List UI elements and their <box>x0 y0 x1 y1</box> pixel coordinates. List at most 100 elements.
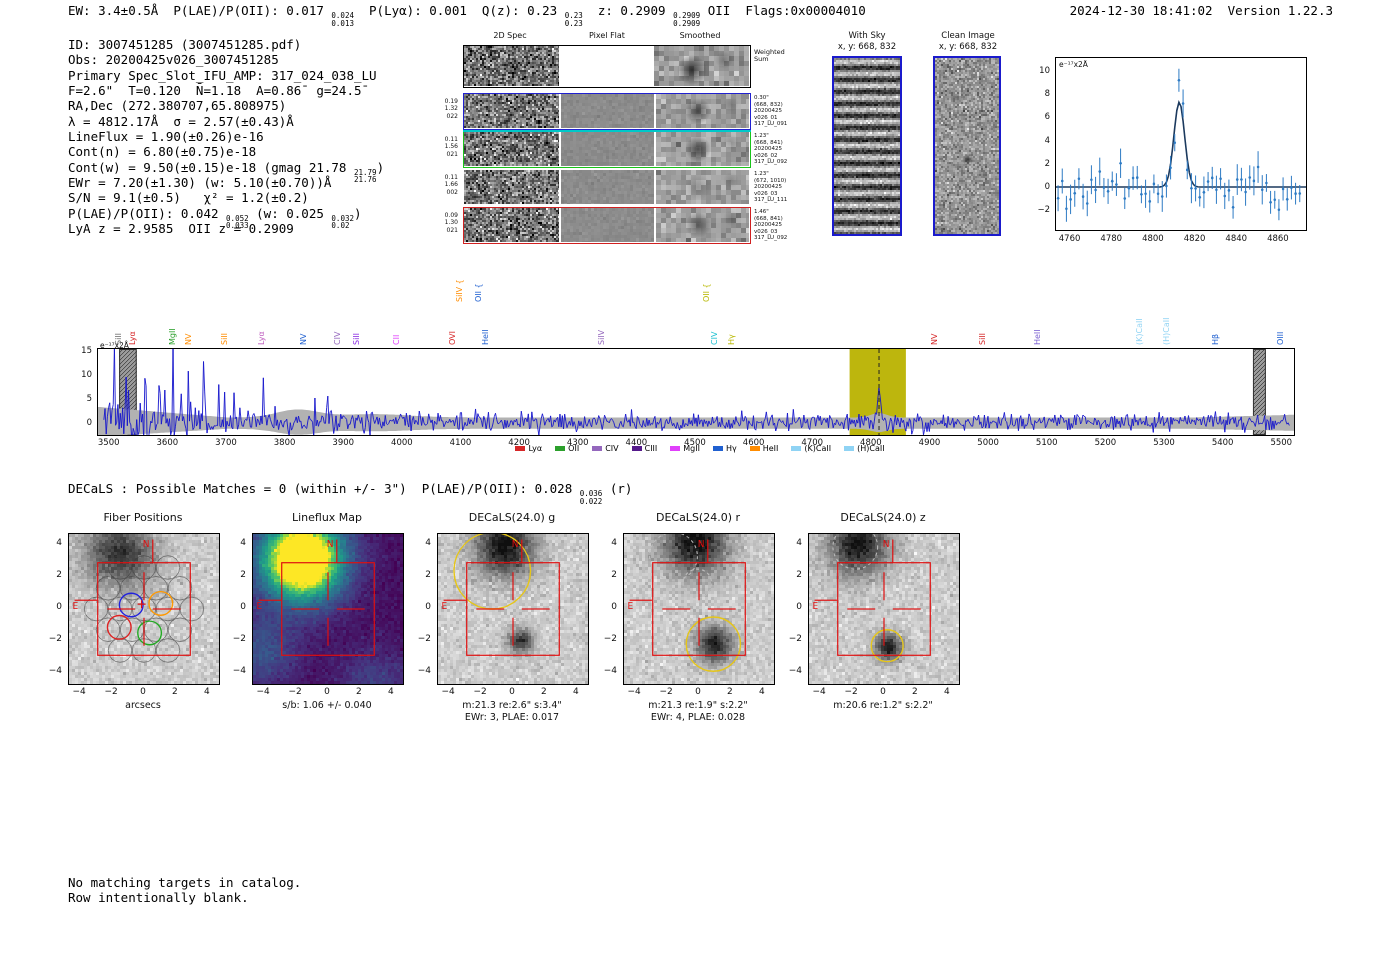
cutout-x-tick: 2 <box>912 687 918 697</box>
cutout-y-tick: 4 <box>56 538 62 549</box>
emission-line-label: SiII <box>978 332 988 345</box>
cutout-x-tick: 2 <box>356 687 362 697</box>
info-line: S/N = 9.1(±0.5) χ² = 1.2(±0.2) <box>68 190 384 205</box>
x-tick-label: 4400 <box>625 438 648 448</box>
emission-line-label: SiII <box>351 332 361 345</box>
cyan-divider <box>463 130 751 132</box>
cutout-x-tick: 0 <box>140 687 146 697</box>
cutout-y-tick: −2 <box>788 633 802 644</box>
x-tick-label: 3600 <box>156 438 179 448</box>
legend-swatch <box>555 446 566 451</box>
x-tick-label: 4200 <box>508 438 530 448</box>
cutout-y-tick: 4 <box>611 538 617 549</box>
decals-header: DECaLS : Possible Matches = 0 (within +/… <box>68 481 632 505</box>
legend-item: MgII <box>670 444 700 453</box>
smoothed-canvas <box>656 94 749 128</box>
emission-line-label: Lyα <box>128 331 138 345</box>
smoothed-canvas <box>654 46 749 86</box>
x-tick-label: 5400 <box>1211 438 1234 448</box>
spec2d-row <box>463 169 751 206</box>
cutout-canvas-gray <box>623 533 775 685</box>
stacked-uncertainty: 0.23 0.23 <box>564 11 583 28</box>
pixel-flat-canvas <box>561 132 654 166</box>
weighted-sum-label: Weighted Sum <box>754 48 785 63</box>
text-segment: ) <box>354 205 362 221</box>
stacked-uncertainty: 0.024 0.013 <box>331 11 354 28</box>
cutout-x-tick: −4 <box>72 687 86 697</box>
cutout-title: DECaLS(24.0) z <box>840 511 926 524</box>
legend-label: (H)CaII <box>857 444 885 453</box>
cutout-y-tick: 2 <box>56 570 62 581</box>
text-segment: DECaLS : Possible Matches = 0 (within +/… <box>68 481 580 496</box>
with-sky-coords: x, y: 668, 832 <box>837 42 897 52</box>
cutout-y-tick: 4 <box>240 538 246 549</box>
text-segment: (r) <box>602 481 633 496</box>
cutout-canvas-viridis <box>252 533 404 685</box>
info-line: RA,Dec (272.380707,65.808975) <box>68 98 384 113</box>
text-segment: Cont(w) = 9.50(±0.15)e-18 (gmag 21.78 <box>68 159 354 175</box>
emission-line-label: HeII <box>1033 329 1043 345</box>
x-tick-label: 5200 <box>1094 438 1117 448</box>
row-right-label: 1.23" (672, 1010) 20200425 v026_03 317_LU_11… <box>754 171 788 204</box>
clean-image <box>933 56 1001 236</box>
emission-line-label: Hβ <box>1210 333 1220 345</box>
emission-line-label: (H)CaII <box>1161 317 1171 345</box>
emission-line-label: HeII <box>480 329 490 345</box>
legend-item: HeII <box>749 444 779 453</box>
legend-label: (K)CaII <box>804 444 832 453</box>
emission-line-label: Hγ <box>726 334 736 345</box>
emission-line-label: SiII <box>113 332 123 345</box>
legend-label: Lyα <box>528 444 543 453</box>
legend-label: OII <box>568 444 580 453</box>
y-tick-label: 5 <box>86 393 92 404</box>
info-line: ID: 3007451285 (3007451285.pdf) <box>68 37 384 52</box>
cutout-y-tick: −2 <box>603 633 617 644</box>
x-tick-label: 5000 <box>977 438 999 448</box>
legend-label: CIII <box>644 444 658 453</box>
spectrum-legend: Lyα OII CIV CIII MgII Hγ HeII (K)CaII (H)CaII <box>85 444 1315 453</box>
spec2d-column-header: Smoothed <box>679 31 721 40</box>
legend-item: Lyα <box>515 444 542 453</box>
cutout-x-tick: 0 <box>880 687 886 697</box>
legend-label: HeII <box>762 444 779 453</box>
row-left-label: 0.19 1.32 022 <box>444 98 458 120</box>
cutout-x-tick: −4 <box>812 687 826 697</box>
cutout-y-tick: −4 <box>417 665 431 676</box>
emission-line-label: OIII <box>1276 331 1286 345</box>
pixel-flat-canvas <box>561 170 654 204</box>
emission-line-label: CIV <box>710 331 720 345</box>
emission-line-label: NV <box>930 333 940 345</box>
text-segment: Primary Spec_Slot_IFU_AMP: 317_024_038_L… <box>68 67 377 83</box>
y-tick-label: 10 <box>81 369 92 380</box>
x-tick-label: 5100 <box>1035 438 1058 448</box>
cutout-y-tick: 0 <box>425 602 431 612</box>
twod-noise-canvas <box>464 94 559 128</box>
legend-swatch <box>515 446 526 451</box>
x-tick-label: 5300 <box>1153 438 1175 448</box>
text-segment: ) <box>376 159 385 175</box>
cutout-x-tick: 4 <box>943 687 950 697</box>
cutout-y-tick: −4 <box>788 665 802 676</box>
spec2d-column-header: Pixel Flat <box>589 31 625 40</box>
x-tick-label: 4600 <box>742 438 765 448</box>
text-segment: Obs: 20200425v026_3007451285 <box>68 52 279 68</box>
cutout-caption: m:21.3 re:1.9" s:2.2" <box>648 700 748 711</box>
text-segment: (w: 0.025 <box>248 205 332 221</box>
cutout-caption: s/b: 1.06 +/- 0.040 <box>282 700 372 711</box>
pixel-flat-canvas <box>561 94 654 128</box>
info-line: Primary Spec_Slot_IFU_AMP: 317_024_038_L… <box>68 68 384 83</box>
emission-line-label: OII { <box>701 283 711 302</box>
x-tick-label: 3500 <box>97 438 120 448</box>
flux-units-label: e⁻¹⁷x2Å <box>1059 60 1088 69</box>
cutout-y-tick: 2 <box>796 570 802 581</box>
x-tick-label: 4800 <box>860 438 882 448</box>
cutout-y-tick: −2 <box>417 633 431 644</box>
x-tick-label: 4780 <box>1100 234 1123 244</box>
cutout-x-tick: 0 <box>695 687 701 697</box>
cutout-y-tick: 0 <box>796 602 802 612</box>
x-tick-label: 4700 <box>801 438 824 448</box>
spec2d-column-header: 2D Spec <box>493 31 527 40</box>
cutout-caption: EWr: 3, PLAE: 0.017 <box>464 711 560 723</box>
timestamp: 2024-12-30 18:41:02 Version 1.22.3 <box>1069 3 1333 18</box>
